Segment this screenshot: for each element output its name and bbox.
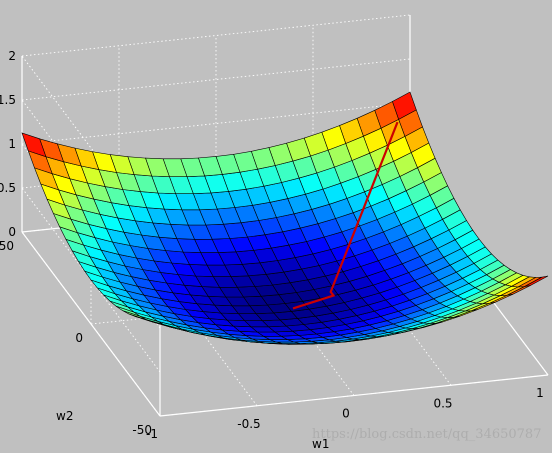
z-tick-label: 1 <box>8 137 16 151</box>
x-tick-label: -0.5 <box>237 417 260 431</box>
path-line <box>292 121 399 310</box>
surface-patch <box>21 132 47 158</box>
x-axis-label: w1 <box>312 437 329 451</box>
y-tick-label: -50 <box>132 423 152 437</box>
back-gridline-z <box>21 102 411 145</box>
y-axis-label: w2 <box>56 409 73 423</box>
z-tick-label: 2 <box>8 49 16 63</box>
axis-edge <box>159 374 549 417</box>
surface-plot <box>21 91 549 345</box>
back-gridline-z <box>21 58 411 101</box>
x-tick-label: 0.5 <box>433 396 452 410</box>
x-tick-label: 1 <box>536 386 544 400</box>
z-tick-label: 1.5 <box>0 93 16 107</box>
y-tick-label: 50 <box>0 239 14 253</box>
x-tick-label: 0 <box>342 407 350 421</box>
z-tick-label: 0 <box>8 225 16 239</box>
descent-path <box>292 121 399 310</box>
back-gridline-z <box>21 14 411 57</box>
watermark-text: https://blog.csdn.net/qq_34650787 <box>312 427 541 442</box>
z-tick-label: 0.5 <box>0 181 16 195</box>
x-tick-label: -1 <box>146 427 158 441</box>
axis-edge <box>21 231 161 417</box>
y-tick-label: 0 <box>75 331 83 345</box>
